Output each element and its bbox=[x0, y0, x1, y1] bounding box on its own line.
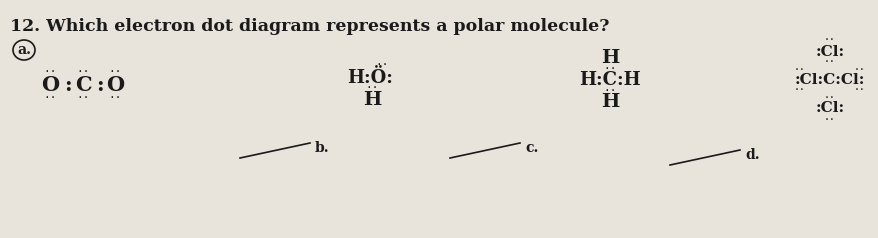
Text: ··: ·· bbox=[76, 67, 90, 77]
Text: H: H bbox=[601, 93, 618, 111]
Text: ··: ·· bbox=[853, 65, 865, 75]
Text: :Cl:: :Cl: bbox=[815, 45, 844, 59]
Text: H: H bbox=[601, 49, 618, 67]
Text: :: : bbox=[64, 75, 72, 95]
Text: 12. Which electron dot diagram represents a polar molecule?: 12. Which electron dot diagram represent… bbox=[10, 18, 608, 35]
Text: ··: ·· bbox=[824, 35, 835, 45]
Text: ··: ·· bbox=[793, 65, 805, 75]
Text: ··: ·· bbox=[43, 67, 57, 77]
Text: ··: ·· bbox=[365, 83, 378, 93]
Text: ··: ·· bbox=[602, 86, 616, 96]
Text: d.: d. bbox=[745, 148, 759, 162]
Text: ··: ·· bbox=[824, 115, 835, 125]
Text: C: C bbox=[75, 75, 91, 95]
Text: ··: ·· bbox=[43, 93, 57, 103]
Text: O: O bbox=[41, 75, 59, 95]
Text: :Cl:C:Cl:: :Cl:C:Cl: bbox=[794, 73, 864, 87]
Text: ··: ·· bbox=[76, 93, 90, 103]
Text: H:C:H: H:C:H bbox=[579, 71, 640, 89]
Text: ··: ·· bbox=[824, 57, 835, 67]
Text: a.: a. bbox=[17, 43, 31, 57]
Text: O: O bbox=[106, 75, 124, 95]
Text: :Cl:: :Cl: bbox=[815, 101, 844, 115]
Text: b.: b. bbox=[314, 141, 329, 155]
Text: H:Ö:: H:Ö: bbox=[347, 69, 392, 87]
Text: c.: c. bbox=[524, 141, 537, 155]
Text: ··: ·· bbox=[375, 60, 388, 70]
Text: ··: ·· bbox=[793, 85, 805, 95]
Text: H: H bbox=[363, 91, 381, 109]
Text: ··: ·· bbox=[853, 85, 865, 95]
Text: ··: ·· bbox=[824, 93, 835, 103]
Text: ··: ·· bbox=[108, 67, 122, 77]
Text: ··: ·· bbox=[602, 64, 616, 74]
Text: ··: ·· bbox=[108, 93, 122, 103]
Text: :: : bbox=[96, 75, 104, 95]
